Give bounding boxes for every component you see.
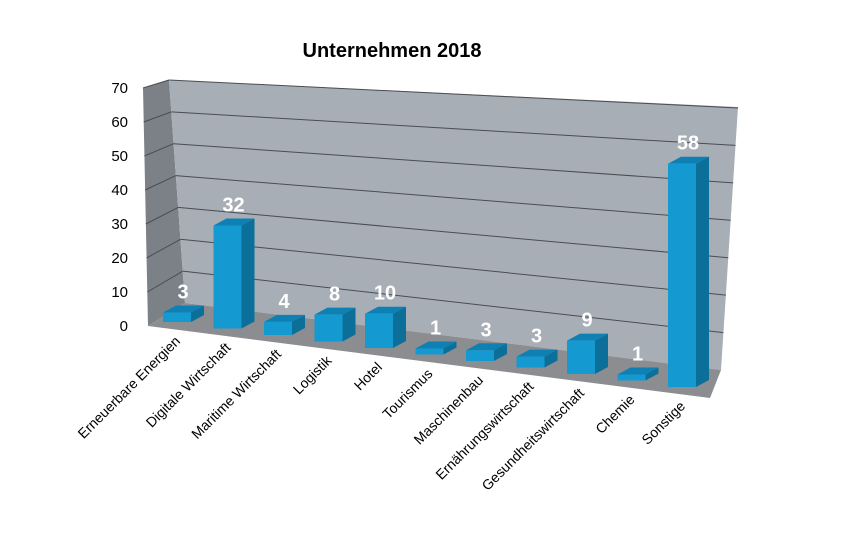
gridline: [175, 175, 731, 221]
gridline-side: [144, 143, 174, 157]
bar-side: [241, 218, 255, 329]
data-label: 10: [374, 283, 396, 305]
bar: [516, 356, 545, 368]
bar: [365, 313, 393, 348]
bar-top: [617, 367, 659, 375]
bar: [466, 350, 494, 361]
bar: [213, 225, 242, 329]
data-label: 3: [480, 319, 491, 341]
gridline-side: [144, 175, 177, 191]
bar-top: [567, 333, 608, 341]
bar-side: [544, 349, 558, 368]
bar: [415, 348, 444, 355]
bar: [314, 314, 343, 342]
bar-side: [292, 314, 305, 335]
gridline-side: [145, 206, 179, 225]
gridline-side: [147, 270, 183, 293]
y-tick-label: 10: [111, 284, 128, 301]
y-tick-label: 0: [120, 318, 128, 335]
data-label: 32: [222, 194, 244, 216]
chart-title: Unternehmen 2018: [303, 40, 482, 62]
bar-top: [314, 307, 356, 315]
y-tick-label: 60: [111, 114, 128, 131]
x-tick-label: Chemie: [592, 391, 638, 437]
data-label: 3: [177, 282, 188, 304]
x-tick-label: Logistik: [290, 352, 336, 398]
back-wall: [169, 80, 738, 370]
bar-top: [466, 343, 507, 351]
data-label: 9: [581, 310, 592, 332]
bar-top: [264, 314, 305, 322]
bar-top: [516, 349, 558, 357]
bar-top: [213, 218, 255, 226]
y-tick-label: 50: [111, 148, 128, 165]
x-tick-label: Sonstige: [638, 398, 688, 448]
gridline: [168, 79, 739, 109]
bar: [264, 321, 292, 335]
data-label: 1: [430, 318, 441, 340]
data-label: 1: [632, 344, 643, 366]
y-tick-label: 30: [111, 216, 128, 233]
bar-side: [342, 307, 356, 342]
y-tick-label: 70: [111, 80, 128, 97]
bar-side: [443, 341, 457, 355]
bar-side: [696, 156, 709, 387]
bar-side: [393, 306, 406, 348]
gridline-side: [142, 79, 170, 89]
bar-top: [668, 156, 709, 164]
gridline: [182, 270, 724, 334]
gridline: [173, 143, 734, 184]
data-label: 8: [329, 284, 340, 306]
bar: [617, 374, 646, 381]
x-tick-label: Hotel: [351, 359, 385, 393]
bar-side: [494, 343, 507, 361]
data-label: 58: [677, 133, 699, 155]
bar-top: [365, 306, 406, 314]
bar-top: [415, 341, 457, 349]
gridline-side: [146, 238, 181, 259]
y-tick-label: 20: [111, 250, 128, 267]
gridline: [171, 111, 736, 146]
x-tick-label: Tourismus: [379, 365, 435, 421]
data-label: 3: [531, 326, 542, 348]
gridline: [180, 238, 726, 296]
bar-side: [645, 367, 659, 381]
gridline-side: [143, 111, 172, 123]
side-wall: [143, 80, 185, 326]
bar-side: [191, 305, 204, 322]
gridline: [178, 206, 729, 259]
bar: [163, 312, 191, 322]
x-tick-label: Gesundheitswirtschaft: [478, 385, 587, 494]
data-label: 4: [278, 291, 290, 313]
y-tick-label: 40: [111, 182, 128, 199]
bar: [567, 340, 595, 374]
bar-top: [163, 305, 204, 313]
bar: [668, 163, 696, 387]
x-tick-label: Ernährungswirtschaft: [432, 378, 536, 482]
bar-side: [595, 333, 608, 374]
x-tick-label: Erneuerbare Energien: [74, 333, 183, 442]
